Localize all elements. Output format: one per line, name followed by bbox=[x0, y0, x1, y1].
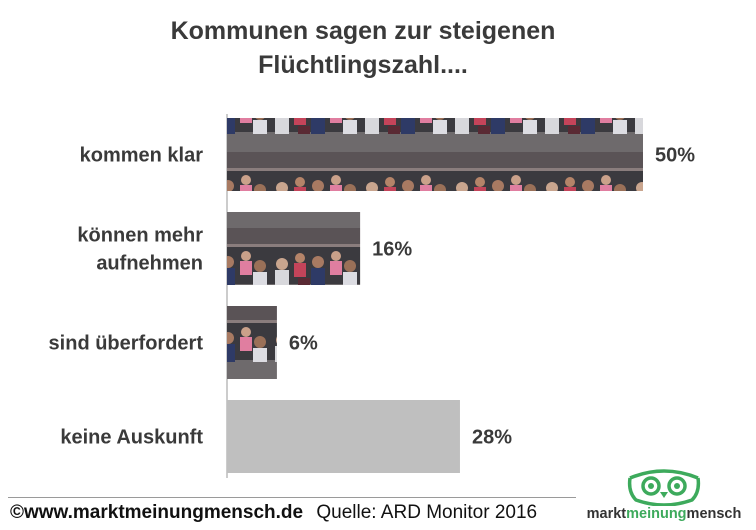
category-label-0: kommen klar bbox=[80, 145, 204, 167]
value-label-0: 50% bbox=[655, 145, 695, 167]
value-label-3: 28% bbox=[472, 427, 512, 449]
category-label-1-0: können mehr bbox=[77, 225, 203, 247]
logo-wordmark: marktmeinungmensch bbox=[586, 506, 742, 522]
category-label-1-1: aufnehmen bbox=[96, 253, 203, 275]
copyright-text: ©www.marktmeinungmensch.de bbox=[10, 502, 304, 523]
footer-divider bbox=[8, 497, 576, 498]
footer: ©www.marktmeinungmensch.de Quelle: ARD M… bbox=[10, 502, 537, 524]
chart-title-line-1: Kommunen sagen zur steigenen bbox=[170, 17, 556, 45]
bar-2 bbox=[227, 306, 277, 379]
source-text: Quelle: ARD Monitor 2016 bbox=[316, 502, 538, 523]
bar-1 bbox=[227, 212, 361, 285]
bar-chart: 50% kommen klar 16% können mehr aufnehmen 6% s… bbox=[49, 114, 695, 478]
category-label-2: sind überfordert bbox=[49, 333, 204, 355]
chart-title-line-2: Flüchtlingszahl.... bbox=[258, 51, 468, 79]
chart-title: Kommunen sagen zur steigenen Flüchtlings… bbox=[0, 14, 726, 82]
value-label-1: 16% bbox=[372, 239, 412, 261]
bar-3 bbox=[227, 400, 460, 473]
brand-logo: marktmeinungmensch bbox=[578, 466, 750, 526]
value-label-2: 6% bbox=[289, 333, 318, 355]
category-label-3: keine Auskunft bbox=[60, 427, 203, 449]
bar-0 bbox=[227, 118, 643, 191]
owl-icon bbox=[627, 469, 701, 507]
